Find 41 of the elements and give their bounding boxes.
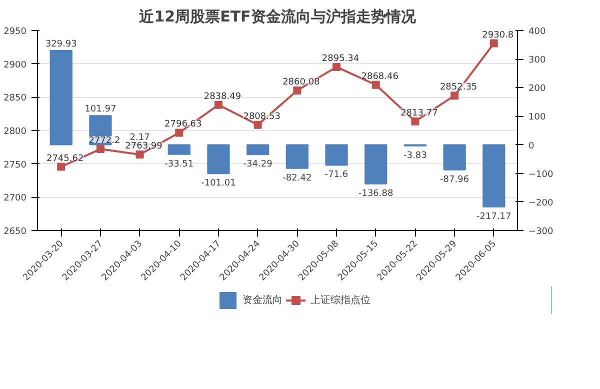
data-label: 2813.77 [400, 108, 438, 118]
data-label: -217.17 [476, 212, 512, 222]
y-tick-label: 2950 [4, 27, 27, 37]
data-label: 2895.34 [322, 54, 360, 64]
y-tick-label: 2850 [4, 94, 27, 104]
y2-tick-label: 300 [528, 56, 546, 66]
y2-tick-label: −100 [528, 170, 554, 180]
legend-label: 上证综指点位 [310, 294, 370, 307]
data-label: -3.83 [404, 150, 427, 161]
data-label: 2763.99 [125, 142, 163, 152]
y-tick-label: 2900 [4, 60, 27, 70]
data-label: 2868.46 [361, 72, 399, 82]
y2-tick-label: 200 [528, 84, 546, 94]
y2-tick-label: 0 [528, 141, 534, 152]
y2-tick-label: −300 [528, 227, 554, 237]
data-label: 2860.08 [282, 77, 320, 88]
data-label: -71.6 [324, 170, 348, 180]
data-label: 101.97 [84, 104, 116, 115]
chart-title: 近12周股票ETF资金流向与沪指走势情况 [138, 8, 417, 26]
y-tick-label: 2750 [4, 160, 27, 170]
data-label: -33.51 [164, 159, 194, 170]
y-tick-label: 2700 [4, 194, 27, 204]
y2-tick-label: 400 [528, 27, 546, 37]
y2-tick-label: 100 [528, 112, 546, 123]
data-label: 2808.53 [243, 112, 280, 122]
data-label: 329.93 [45, 40, 77, 50]
y-tick-label: 2650 [4, 227, 27, 237]
data-label: -101.01 [201, 178, 236, 189]
data-label: -82.42 [282, 173, 312, 184]
data-label: 2745.62 [46, 154, 84, 164]
data-label: 2852.35 [440, 82, 478, 93]
data-label: 2796.63 [164, 120, 202, 130]
legend-label: 资金流向 [242, 294, 282, 307]
data-label: -136.88 [358, 188, 394, 199]
y-tick-label: 2800 [4, 127, 27, 137]
data-label: 2930.8 [482, 30, 514, 40]
data-label: 2772.2 [88, 136, 120, 146]
data-label: -34.29 [243, 160, 273, 170]
y2-tick-label: −200 [528, 198, 554, 208]
data-label: 2838.49 [204, 92, 242, 102]
data-label: -87.96 [440, 174, 470, 185]
